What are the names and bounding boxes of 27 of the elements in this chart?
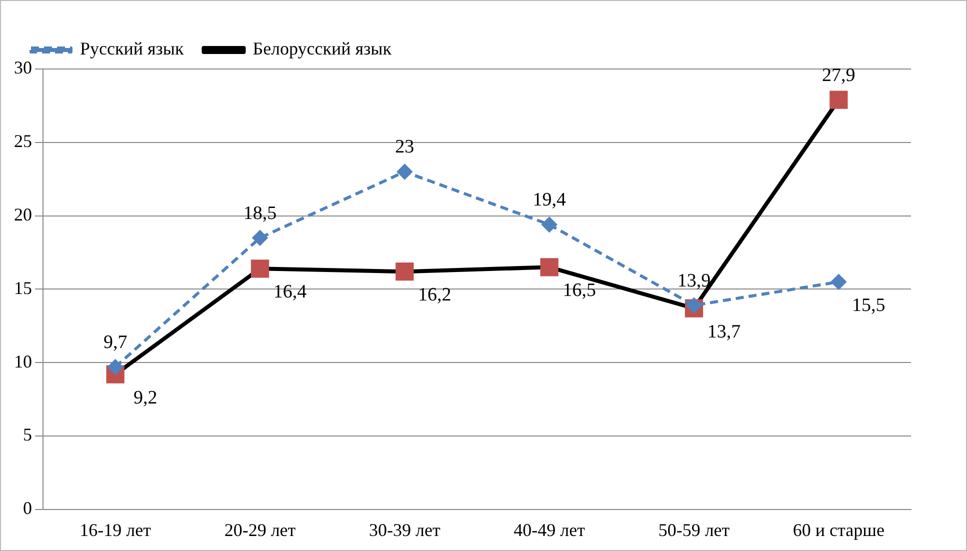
y-tick-label: 15 [14, 278, 32, 298]
data-label: 16,5 [562, 280, 596, 302]
x-tick-label: 16-19 лет [80, 520, 152, 540]
x-tick-label: 40-49 лет [514, 520, 586, 540]
data-label: 18,5 [243, 202, 277, 224]
x-tick-label: 60 и старше [792, 520, 884, 540]
data-label: 23 [395, 136, 414, 158]
data-label: 16,4 [273, 282, 308, 303]
data-label: 9,7 [103, 332, 128, 353]
legend-label: Русский язык [80, 38, 184, 59]
y-tick-label: 10 [14, 351, 32, 372]
y-tick-label: 20 [14, 204, 32, 225]
data-label: 16,2 [418, 284, 452, 306]
data-label: 13,7 [707, 321, 741, 342]
data-label: 19,4 [532, 190, 566, 211]
data-label: 27,9 [822, 64, 856, 86]
legend-label: Белорусский язык [252, 38, 392, 59]
y-tick-label: 25 [14, 131, 32, 152]
y-tick-label: 30 [14, 58, 32, 78]
data-label: 9,2 [133, 387, 158, 408]
data-label: 15,5 [852, 294, 886, 316]
x-tick-label: 30-39 лет [368, 520, 440, 540]
y-tick-label: 0 [23, 498, 32, 518]
data-label: 13,9 [677, 270, 711, 292]
x-tick-label: 50-59 лет [658, 520, 730, 540]
x-tick-label: 20-29 лет [224, 520, 296, 540]
y-tick-label: 5 [23, 424, 32, 445]
